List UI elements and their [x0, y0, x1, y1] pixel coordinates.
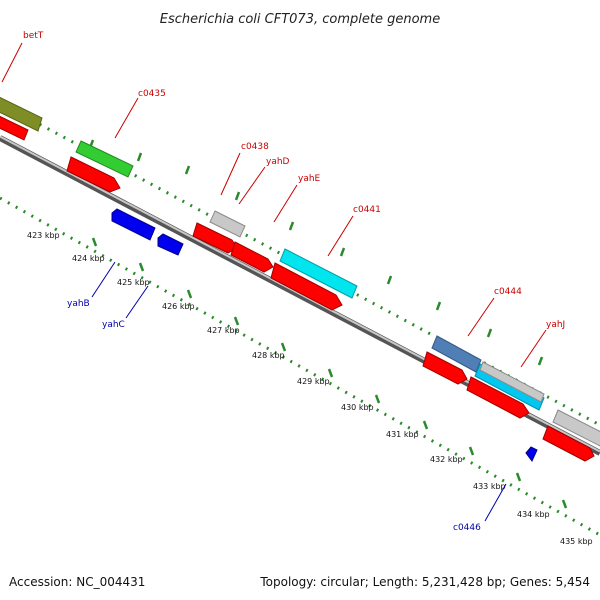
label-leaders-forward	[1, 42, 547, 368]
forward-cds-track	[0, 114, 595, 462]
inner-major-ticks	[91, 237, 568, 509]
gene-label-c0435[interactable]: c0435	[138, 89, 166, 99]
scale-tick-label: 426 kbp	[162, 302, 195, 311]
cds-arrow-c0435[interactable]	[66, 156, 121, 193]
scale-tick-label: 432 kbp	[430, 455, 463, 464]
gene-feature-betT[interactable]	[0, 95, 43, 132]
gene-feature-yahJ[interactable]	[479, 361, 545, 403]
gene-label-c0438[interactable]: c0438	[241, 142, 269, 152]
genome-summary-text: Topology: circular; Length: 5,231,428 bp…	[259, 575, 590, 589]
cds-arrow-edge[interactable]	[542, 425, 595, 462]
scale-tick-label: 427 kbp	[207, 326, 240, 335]
gene-label-yahB[interactable]: yahB	[67, 299, 90, 309]
gene-label-yahC[interactable]: yahC	[102, 320, 125, 330]
scale-tick-label: 428 kbp	[252, 351, 285, 360]
scale-tick-label: 429 kbp	[297, 377, 330, 386]
label-leaders-reverse	[91, 261, 507, 522]
gene-label-c0446[interactable]: c0446	[453, 523, 481, 533]
scale-tick-label: 430 kbp	[341, 403, 374, 412]
gene-feature-edge[interactable]	[552, 409, 600, 447]
gene-labels-reverse: yahB yahC c0446	[67, 299, 481, 533]
gene-label-betT[interactable]: betT	[23, 31, 44, 41]
cds-arrow-yahC[interactable]	[157, 233, 184, 256]
map-title: Escherichia coli CFT073, complete genome	[160, 12, 440, 27]
gene-feature-c0438[interactable]	[209, 210, 246, 238]
gene-label-c0444[interactable]: c0444	[494, 287, 522, 297]
gene-label-yahE[interactable]: yahE	[298, 174, 321, 184]
scale-tick-label: 424 kbp	[72, 254, 105, 263]
scale-tick-label: 434 kbp	[517, 510, 550, 519]
scale-tick-label: 433 kbp	[473, 482, 506, 491]
cds-arrow-betT[interactable]	[0, 114, 29, 141]
scale-tick-label: 435 kbp	[560, 537, 593, 546]
cds-arrow-yahJ[interactable]	[466, 376, 530, 419]
scale-tick-label: 431 kbp	[386, 430, 419, 439]
gene-label-c0441[interactable]: c0441	[353, 205, 381, 215]
outer-feature-track	[0, 95, 600, 447]
gene-feature-c0435[interactable]	[75, 140, 134, 178]
gene-feature-c0441[interactable]	[279, 248, 358, 299]
gene-labels-forward: betT c0435 c0438 yahD yahE c0441 c0444 y…	[23, 31, 565, 330]
inner-tick-ring	[0, 196, 600, 537]
outer-major-ticks	[88, 139, 544, 366]
gene-label-yahJ[interactable]: yahJ	[546, 320, 565, 330]
cds-arrow-yahB[interactable]	[111, 208, 156, 241]
scale-labels: 423 kbp 424 kbp 425 kbp 426 kbp 427 kbp …	[27, 231, 593, 546]
cds-arrow-c0446[interactable]	[525, 446, 538, 462]
cds-arrow-yahE[interactable]	[270, 262, 343, 311]
reverse-cds-track	[111, 208, 538, 462]
gene-label-yahD[interactable]: yahD	[266, 157, 290, 167]
gene-feature-c0444[interactable]	[431, 335, 482, 373]
scale-tick-label: 425 kbp	[117, 278, 150, 287]
scale-tick-label: 423 kbp	[27, 231, 60, 240]
cds-arrow-c0444[interactable]	[422, 351, 468, 385]
accession-text: Accession: NC_004431	[9, 575, 145, 589]
cds-arrow-yahD[interactable]	[230, 241, 274, 273]
